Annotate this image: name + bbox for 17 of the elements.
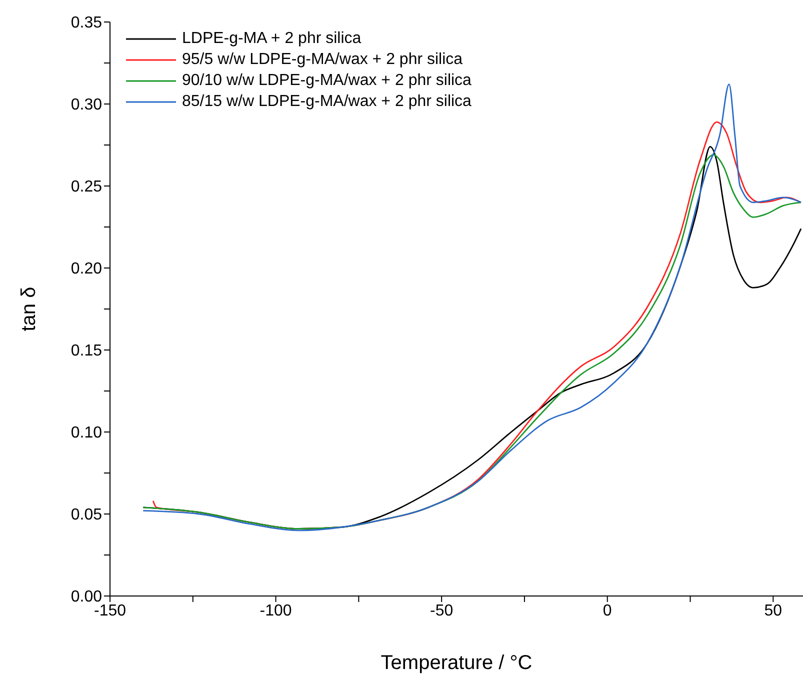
y-axis-title: tan δ	[18, 286, 40, 332]
y-tick-label: 0.05	[70, 506, 102, 524]
y-tick-label: 0.25	[70, 178, 102, 196]
y-tick-label: 0.15	[70, 342, 102, 360]
x-tick-label: 50	[764, 602, 782, 620]
legend-label: 85/15 w/w LDPE-g-MA/wax + 2 phr silica	[182, 92, 472, 112]
x-tick-label: 0	[602, 602, 612, 620]
y-tick-label: 0.10	[70, 424, 102, 442]
x-tick-label: -100	[260, 602, 292, 620]
y-tick-label: 0.20	[70, 260, 102, 278]
x-axis-title: Temperature / °C	[380, 652, 532, 674]
legend-label: 90/10 w/w LDPE-g-MA/wax + 2 phr silica	[182, 71, 472, 91]
legend-label: LDPE-g-MA + 2 phr silica	[182, 29, 362, 49]
x-tick-label: -50	[430, 602, 454, 620]
y-tick-label: 0.30	[70, 96, 102, 114]
legend-label: 95/5 w/w LDPE-g-MA/wax + 2 phr silica	[182, 50, 463, 70]
y-tick-label: 0.35	[70, 14, 102, 32]
